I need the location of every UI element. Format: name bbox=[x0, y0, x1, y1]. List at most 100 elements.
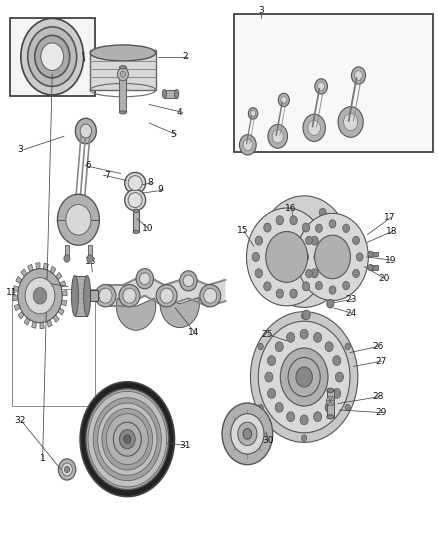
Wedge shape bbox=[56, 272, 62, 280]
Ellipse shape bbox=[156, 285, 177, 307]
Circle shape bbox=[25, 278, 55, 314]
Circle shape bbox=[64, 255, 70, 262]
Ellipse shape bbox=[183, 275, 194, 287]
Text: 28: 28 bbox=[373, 392, 384, 401]
Circle shape bbox=[255, 269, 262, 278]
Circle shape bbox=[281, 96, 287, 103]
Bar bbox=[133, 211, 139, 232]
Circle shape bbox=[306, 236, 312, 245]
Wedge shape bbox=[47, 320, 52, 327]
Wedge shape bbox=[50, 266, 56, 274]
Circle shape bbox=[278, 93, 290, 107]
Ellipse shape bbox=[162, 90, 166, 98]
Circle shape bbox=[62, 463, 72, 476]
Circle shape bbox=[21, 18, 84, 95]
Bar bbox=[90, 50, 155, 90]
Wedge shape bbox=[62, 290, 67, 296]
Circle shape bbox=[276, 289, 283, 298]
Bar bbox=[88, 245, 92, 259]
Circle shape bbox=[329, 220, 336, 228]
Circle shape bbox=[124, 435, 131, 443]
Wedge shape bbox=[60, 281, 66, 287]
Wedge shape bbox=[258, 196, 344, 308]
Circle shape bbox=[288, 290, 295, 298]
Polygon shape bbox=[103, 285, 123, 306]
Circle shape bbox=[268, 225, 276, 233]
Circle shape bbox=[351, 67, 366, 84]
Circle shape bbox=[57, 194, 99, 245]
Circle shape bbox=[222, 403, 273, 465]
Circle shape bbox=[258, 405, 263, 411]
Circle shape bbox=[28, 27, 77, 86]
Circle shape bbox=[333, 270, 340, 278]
Circle shape bbox=[106, 414, 148, 465]
Circle shape bbox=[325, 402, 333, 412]
Wedge shape bbox=[28, 264, 33, 272]
Wedge shape bbox=[40, 322, 44, 329]
Polygon shape bbox=[145, 274, 164, 306]
Circle shape bbox=[231, 414, 264, 454]
Text: 30: 30 bbox=[262, 436, 273, 445]
Circle shape bbox=[302, 282, 310, 291]
Circle shape bbox=[41, 43, 64, 70]
Polygon shape bbox=[188, 277, 208, 306]
Circle shape bbox=[325, 342, 333, 352]
Text: 1: 1 bbox=[40, 454, 46, 463]
Wedge shape bbox=[21, 269, 27, 277]
Bar bbox=[90, 290, 98, 301]
Circle shape bbox=[338, 107, 363, 138]
Ellipse shape bbox=[327, 415, 334, 419]
Circle shape bbox=[302, 253, 309, 261]
Wedge shape bbox=[58, 308, 64, 315]
Circle shape bbox=[343, 224, 350, 232]
Circle shape bbox=[75, 118, 96, 144]
Wedge shape bbox=[251, 312, 358, 442]
Text: 29: 29 bbox=[375, 408, 387, 417]
Wedge shape bbox=[13, 296, 18, 301]
Circle shape bbox=[80, 382, 174, 497]
Circle shape bbox=[314, 253, 321, 261]
Wedge shape bbox=[117, 298, 155, 330]
Text: 15: 15 bbox=[237, 227, 249, 236]
Circle shape bbox=[64, 466, 70, 473]
Text: 18: 18 bbox=[386, 227, 397, 236]
Wedge shape bbox=[61, 300, 67, 306]
Wedge shape bbox=[18, 312, 24, 319]
Circle shape bbox=[314, 411, 321, 422]
Circle shape bbox=[306, 269, 312, 278]
Circle shape bbox=[356, 253, 363, 261]
Bar bbox=[327, 390, 334, 417]
Ellipse shape bbox=[71, 276, 78, 316]
Ellipse shape bbox=[133, 209, 139, 212]
Circle shape bbox=[240, 135, 256, 155]
Wedge shape bbox=[16, 276, 22, 284]
Text: 17: 17 bbox=[384, 213, 396, 222]
Circle shape bbox=[303, 114, 325, 141]
Circle shape bbox=[264, 223, 271, 232]
Circle shape bbox=[272, 130, 283, 143]
Polygon shape bbox=[123, 274, 145, 306]
Circle shape bbox=[93, 398, 161, 481]
Text: 27: 27 bbox=[375, 357, 387, 366]
Circle shape bbox=[275, 342, 283, 352]
Ellipse shape bbox=[120, 111, 127, 114]
Bar bbox=[371, 265, 378, 270]
Text: 31: 31 bbox=[180, 441, 191, 450]
Circle shape bbox=[368, 251, 373, 257]
Text: 14: 14 bbox=[188, 328, 200, 337]
Text: 5: 5 bbox=[170, 130, 176, 139]
Circle shape bbox=[300, 329, 308, 339]
Circle shape bbox=[319, 208, 326, 217]
Circle shape bbox=[343, 281, 350, 290]
Circle shape bbox=[290, 289, 297, 298]
Ellipse shape bbox=[133, 230, 139, 233]
Circle shape bbox=[333, 356, 341, 366]
Circle shape bbox=[275, 402, 283, 412]
Bar bbox=[120, 67, 127, 112]
Text: 3: 3 bbox=[258, 6, 264, 15]
Ellipse shape bbox=[120, 66, 127, 69]
Ellipse shape bbox=[84, 276, 91, 316]
Circle shape bbox=[252, 253, 259, 261]
Circle shape bbox=[243, 429, 252, 439]
Polygon shape bbox=[326, 401, 330, 406]
